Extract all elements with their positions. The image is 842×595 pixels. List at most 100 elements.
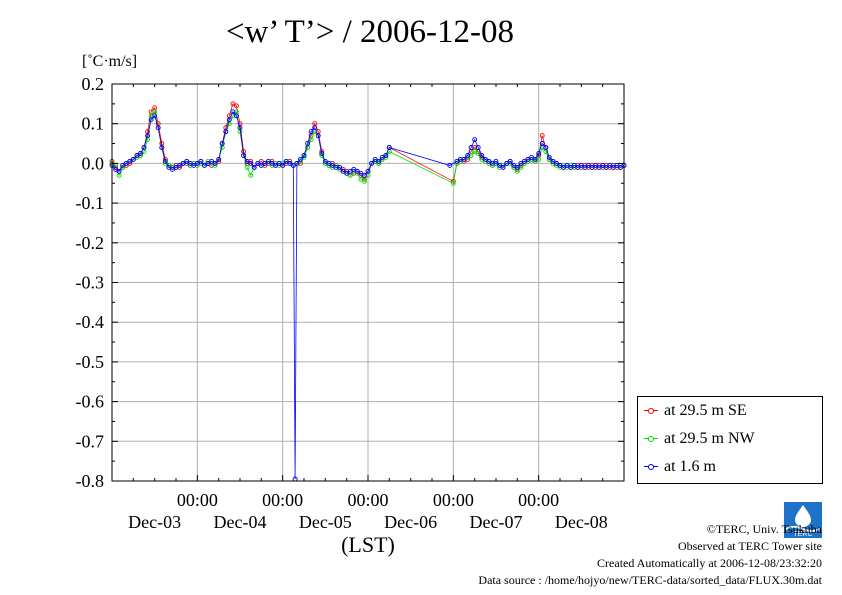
- data-point: [301, 153, 307, 158]
- legend-item-nw: at 29.5 m NW: [644, 429, 755, 449]
- data-point: [529, 154, 535, 160]
- data-point: [209, 158, 215, 164]
- data-point: [454, 158, 460, 164]
- data-point: [361, 172, 367, 178]
- y-tick-label: -0.8: [76, 471, 105, 491]
- data-point: [379, 154, 385, 160]
- series-line: [111, 111, 625, 480]
- data-point: [539, 133, 545, 139]
- data-point: [248, 160, 254, 166]
- data-point: [571, 162, 577, 168]
- data-point: [596, 164, 602, 170]
- data-point: [600, 162, 606, 168]
- chart-title: <w’ T’> / 2006-12-08: [225, 14, 515, 50]
- data-point: [219, 141, 225, 146]
- x-axis-label: (LST): [341, 532, 395, 557]
- data-point: [482, 156, 488, 162]
- data-point: [194, 160, 200, 166]
- data-point: [241, 153, 247, 158]
- y-tick-label: 0.2: [82, 74, 105, 94]
- data-point: [525, 156, 531, 162]
- data-point: [514, 164, 520, 170]
- data-point: [187, 160, 193, 166]
- x-date-label: Dec-06: [384, 512, 437, 532]
- data-point: [137, 151, 143, 156]
- y-tick-label: -0.6: [76, 392, 105, 412]
- data-point: [603, 164, 609, 170]
- data-point: [329, 162, 335, 168]
- data-point: [180, 160, 186, 166]
- data-point: [589, 164, 595, 170]
- data-point: [223, 129, 229, 135]
- x-date-label: Dec-08: [555, 512, 608, 532]
- data-point: [148, 117, 154, 123]
- data-point: [145, 133, 151, 139]
- data-point: [347, 168, 353, 174]
- y-tick-label: -0.7: [76, 431, 105, 451]
- data-point: [130, 156, 136, 162]
- data-point: [461, 156, 467, 162]
- data-point: [358, 170, 364, 176]
- data-point: [465, 153, 471, 158]
- y-tick-label: 0.0: [82, 153, 105, 173]
- data-point: [568, 164, 574, 170]
- data-point: [123, 160, 129, 166]
- legend-label-nw: at 29.5 m NW: [664, 430, 755, 447]
- data-point: [361, 178, 367, 184]
- data-point: [184, 158, 190, 164]
- data-point: [258, 162, 264, 168]
- data-point: [230, 101, 236, 107]
- data-point: [468, 153, 474, 158]
- data-point: [237, 125, 243, 131]
- data-point: [262, 160, 268, 166]
- data-point: [578, 162, 584, 168]
- logo-text: TERC: [793, 531, 812, 538]
- data-point: [475, 151, 481, 156]
- y-tick-label: -0.4: [76, 312, 105, 332]
- data-point: [521, 158, 527, 164]
- data-point: [536, 151, 542, 156]
- data-point: [475, 145, 481, 150]
- legend-label-1-6m: at 1.6 m: [664, 458, 716, 475]
- data-point: [226, 117, 232, 123]
- data-point: [248, 172, 254, 178]
- data-point: [116, 168, 122, 174]
- y-tick-label: 0.1: [82, 114, 105, 134]
- data-point: [564, 162, 570, 168]
- data-point: [312, 125, 318, 131]
- data-point: [322, 158, 328, 164]
- data-point: [546, 154, 552, 160]
- data-point: [486, 158, 492, 164]
- legend-swatch-1-6m: [644, 462, 658, 472]
- data-point: [287, 160, 293, 166]
- data-point: [173, 164, 179, 170]
- data-point: [305, 141, 311, 146]
- y-tick-label: -0.1: [76, 193, 105, 213]
- data-point: [447, 162, 453, 168]
- x-tick-time-label: 00:00: [518, 490, 559, 510]
- data-point: [610, 164, 616, 170]
- data-point: [120, 162, 126, 168]
- data-point: [244, 158, 250, 164]
- data-point: [358, 176, 364, 182]
- data-point: [593, 162, 599, 168]
- data-point: [230, 109, 236, 115]
- data-point: [472, 137, 478, 143]
- data-point: [532, 156, 538, 162]
- data-point: [550, 158, 556, 164]
- data-point: [216, 156, 222, 162]
- data-point: [354, 168, 360, 174]
- data-point: [205, 160, 211, 166]
- data-point: [372, 156, 378, 162]
- x-tick-time-label: 00:00: [347, 490, 388, 510]
- data-point: [543, 145, 549, 150]
- data-point: [233, 113, 239, 119]
- data-point: [585, 162, 591, 168]
- legend-item-1-6m: at 1.6 m: [644, 457, 716, 477]
- y-unit-label: [˚C·m/s]: [82, 53, 138, 70]
- data-point: [493, 158, 499, 164]
- data-point: [489, 160, 495, 166]
- data-point: [468, 145, 474, 150]
- data-point: [198, 158, 204, 164]
- axes: 0.2 0.1 0.0 -0.1 -0.2 -0.3 -0.4 -0.5 -0.6 -0.7 -0.…: [76, 74, 625, 532]
